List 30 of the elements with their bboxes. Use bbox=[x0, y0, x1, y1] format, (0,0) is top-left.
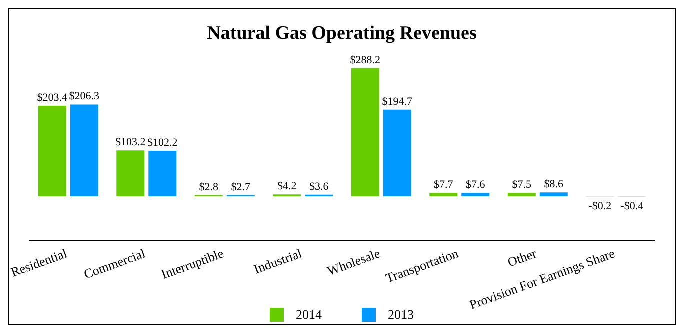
data-label: $194.7 bbox=[382, 96, 414, 108]
bar bbox=[508, 193, 536, 196]
data-label: $203.4 bbox=[37, 92, 68, 104]
bar bbox=[430, 193, 458, 196]
data-label: $7.5 bbox=[512, 179, 532, 192]
x-tick-label: Other bbox=[506, 246, 540, 270]
data-label: $288.2 bbox=[350, 54, 381, 66]
bar bbox=[38, 106, 66, 196]
legend-label: 2013 bbox=[388, 307, 414, 323]
bar bbox=[70, 104, 98, 196]
legend-label: 2014 bbox=[296, 307, 322, 323]
data-label: $206.3 bbox=[69, 90, 100, 103]
bar bbox=[116, 150, 145, 196]
data-label: $2.8 bbox=[199, 181, 220, 194]
data-label: $4.2 bbox=[278, 180, 297, 193]
chart-title: Natural Gas Operating Revenues bbox=[206, 22, 478, 46]
data-label: $103.2 bbox=[116, 136, 146, 149]
data-label: $3.6 bbox=[310, 180, 330, 193]
data-label: $2.7 bbox=[231, 181, 252, 194]
data-label: $102.2 bbox=[148, 137, 178, 150]
bar bbox=[540, 192, 568, 196]
data-label: $7.6 bbox=[466, 179, 486, 192]
data-label: -$0.2 bbox=[588, 200, 612, 212]
data-label: -$0.4 bbox=[620, 200, 644, 212]
bar bbox=[383, 110, 412, 196]
bar bbox=[351, 68, 380, 196]
bar bbox=[148, 151, 177, 196]
data-label: $7.7 bbox=[434, 179, 454, 192]
bar bbox=[462, 193, 490, 196]
data-label: $8.6 bbox=[544, 178, 564, 191]
